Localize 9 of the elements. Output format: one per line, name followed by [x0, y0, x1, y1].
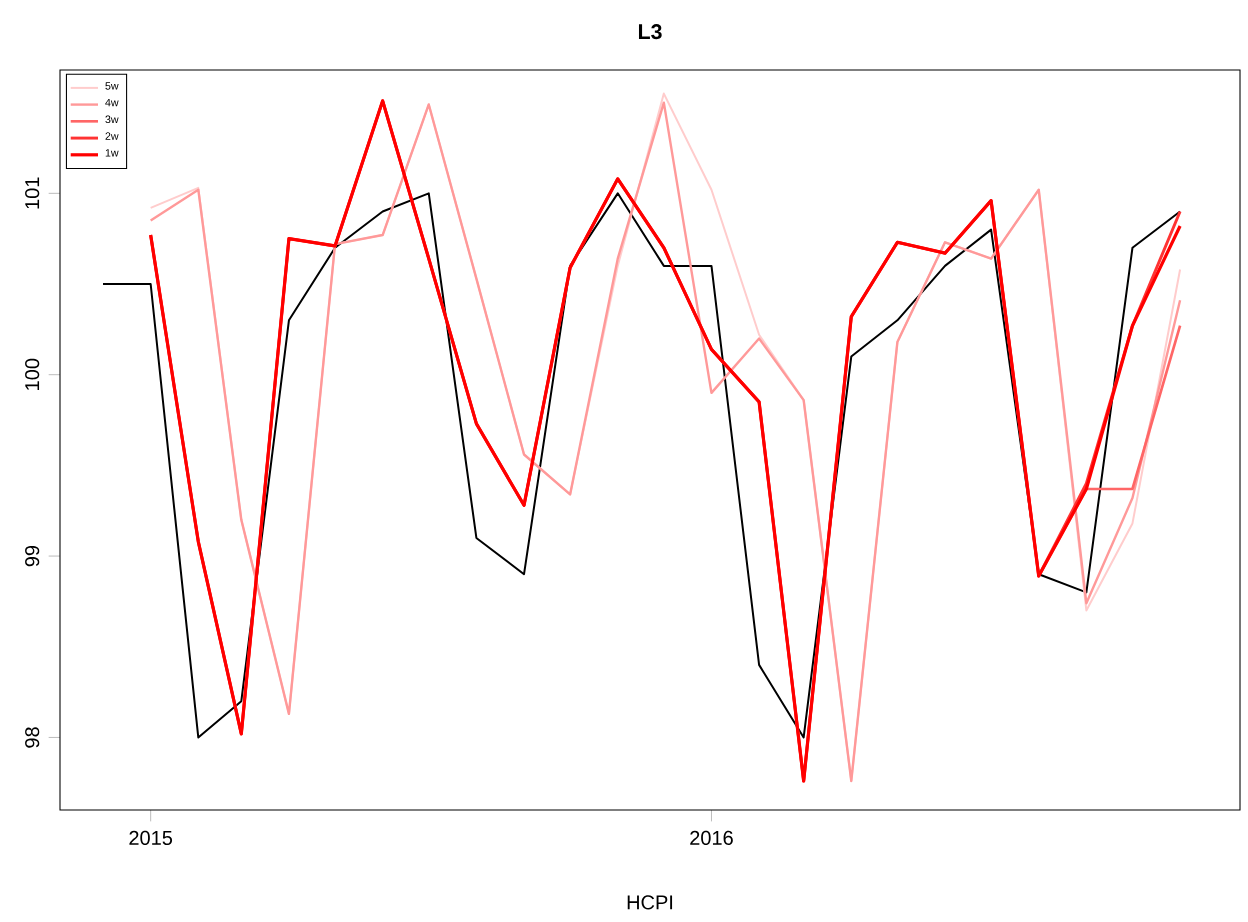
- x-axis-title: HCPI: [627, 895, 673, 910]
- x-tick-label: 2015: [129, 830, 173, 845]
- y-tick-label: 99: [25, 545, 40, 567]
- chart-title: L3: [638, 24, 662, 40]
- y-tick-label: 98: [25, 727, 40, 748]
- y-tick-label: 101: [25, 177, 40, 209]
- line-series: [102, 192, 1182, 739]
- x-tick-label: 2016: [690, 830, 733, 845]
- y-tick-label: 100: [25, 358, 40, 390]
